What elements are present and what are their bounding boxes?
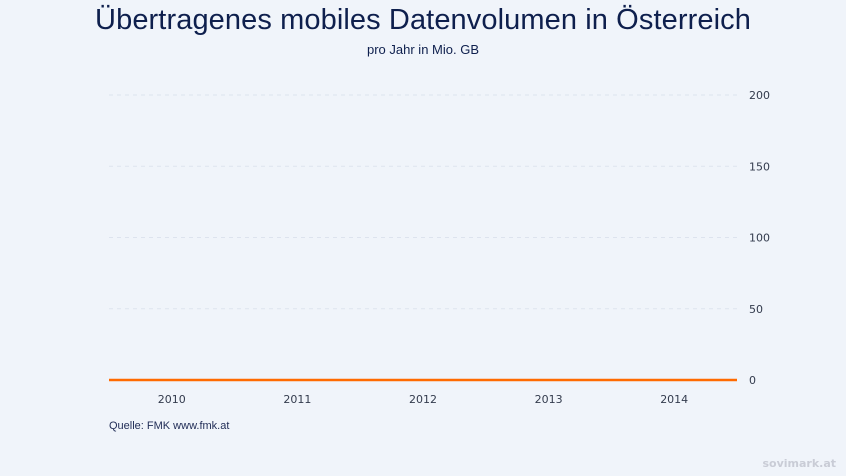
y-axis: 0 50 100 150 200 — [749, 89, 770, 387]
x-tick-label: 2011 — [283, 393, 311, 406]
y-tick-label: 0 — [749, 374, 756, 387]
y-tick-label: 100 — [749, 232, 770, 245]
chart-subtitle: pro Jahr in Mio. GB — [367, 42, 479, 57]
chart-title: Übertragenes mobiles Datenvolumen in Öst… — [95, 4, 751, 36]
x-tick-label: 2014 — [660, 393, 688, 406]
watermark-logo: sovimark.at — [762, 457, 836, 470]
x-axis: 2010 2011 2012 2013 2014 — [158, 393, 688, 406]
y-tick-label: 150 — [749, 160, 770, 173]
x-tick-label: 2012 — [409, 393, 437, 406]
x-tick-label: 2010 — [158, 393, 186, 406]
x-tick-label: 2013 — [535, 393, 563, 406]
grid-lines — [109, 94, 737, 310]
y-tick-label: 200 — [749, 89, 770, 102]
source-note: Quelle: FMK www.fmk.at — [109, 420, 230, 432]
y-tick-label: 50 — [749, 303, 763, 316]
